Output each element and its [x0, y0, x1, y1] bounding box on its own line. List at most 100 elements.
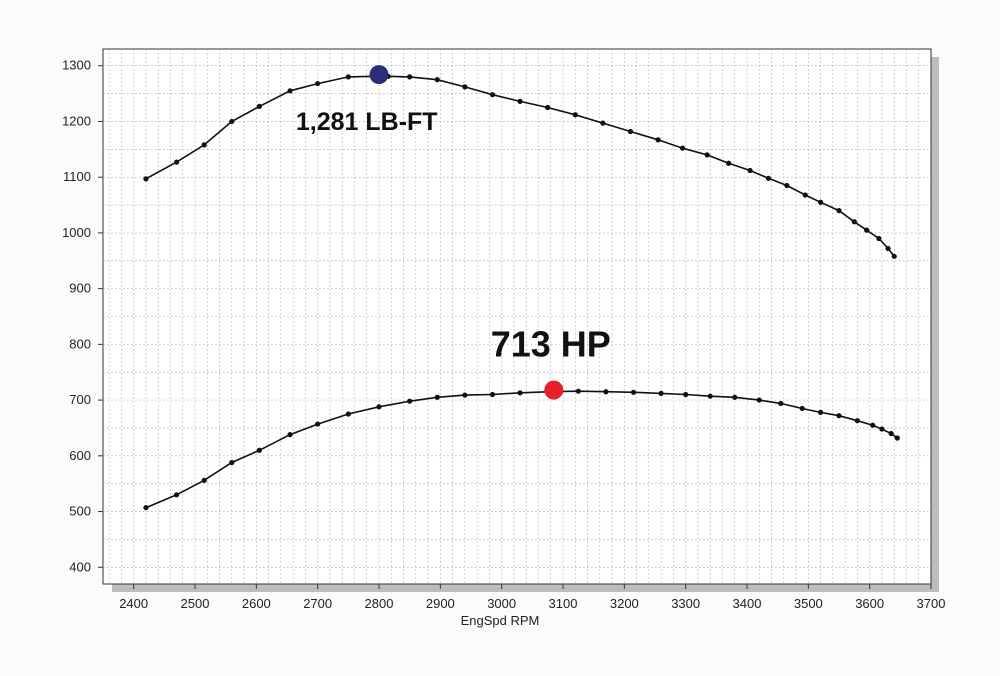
x-tick-label: 3000 — [487, 596, 516, 611]
data-point — [462, 392, 468, 398]
y-tick-label: 600 — [69, 448, 91, 463]
data-point — [517, 98, 523, 104]
data-point — [376, 404, 382, 410]
data-point — [876, 235, 882, 242]
data-point — [229, 118, 235, 125]
data-point — [704, 152, 710, 158]
data-point — [229, 459, 235, 466]
data-point — [600, 120, 606, 126]
x-tick-label: 3500 — [794, 596, 823, 611]
data-point — [655, 137, 661, 143]
peak-marker-2 — [544, 380, 564, 400]
data-point — [870, 422, 876, 428]
data-point — [818, 409, 824, 415]
data-point — [765, 175, 772, 181]
data-point — [575, 388, 581, 394]
data-point — [680, 145, 686, 151]
data-point — [851, 219, 857, 225]
data-point — [489, 391, 496, 398]
data-point — [572, 112, 578, 118]
data-point — [778, 400, 784, 407]
peak-markers — [369, 65, 564, 400]
data-point — [517, 390, 523, 396]
data-point — [174, 492, 180, 498]
data-point — [836, 413, 842, 419]
data-point — [627, 128, 634, 135]
y-tick-label: 700 — [69, 392, 91, 407]
data-point — [854, 418, 861, 424]
data-points — [143, 73, 900, 511]
data-point — [732, 394, 738, 400]
plot-area — [102, 48, 932, 585]
x-tick-label: 2400 — [119, 596, 148, 611]
data-point — [345, 74, 351, 80]
data-point — [726, 160, 732, 166]
data-point — [345, 411, 351, 417]
y-tick-label: 800 — [69, 336, 91, 351]
data-point — [836, 208, 842, 214]
data-point — [201, 477, 207, 483]
x-tick-label: 2500 — [181, 596, 210, 611]
data-point — [256, 103, 262, 110]
data-point — [174, 159, 180, 165]
data-point — [683, 391, 689, 398]
y-tick-label: 900 — [69, 281, 91, 296]
x-tick-label: 2900 — [426, 596, 455, 611]
peak-marker-1 — [369, 65, 389, 85]
x-tick-label: 2700 — [303, 596, 332, 611]
data-point — [434, 77, 440, 83]
data-point — [658, 390, 664, 397]
y-tick-label: 1100 — [63, 169, 91, 184]
data-point — [407, 74, 413, 80]
series-line-1 — [145, 75, 895, 257]
x-tick-label: 3700 — [917, 596, 946, 611]
y-tick-label: 1200 — [62, 113, 91, 128]
data-point — [802, 192, 808, 198]
data-point — [315, 421, 321, 427]
data-point — [143, 505, 149, 511]
x-tick-label: 3400 — [733, 596, 762, 611]
x-tick-label: 3300 — [671, 596, 700, 611]
data-point — [799, 405, 805, 412]
data-point — [434, 394, 440, 400]
series-line-2 — [145, 390, 898, 509]
tick-labels: 2400 2500 2600 2700 2800 2900 3000 3100 3200 3300… — [62, 58, 945, 611]
data-point — [894, 435, 900, 441]
data-point — [201, 142, 207, 148]
data-point — [315, 80, 321, 87]
data-point — [287, 432, 293, 438]
x-tick-label: 2800 — [365, 596, 394, 611]
series-lines — [145, 75, 898, 509]
x-tick-label: 3200 — [610, 596, 639, 611]
data-point — [630, 389, 637, 395]
data-point — [747, 167, 753, 174]
data-point — [545, 104, 551, 111]
data-point — [143, 176, 149, 182]
data-point — [287, 88, 293, 94]
data-point — [888, 430, 894, 437]
y-tick-label: 500 — [69, 504, 91, 519]
data-point — [784, 182, 790, 189]
x-tick-label: 3600 — [855, 596, 884, 611]
data-point — [407, 398, 413, 404]
x-tick-label: 3100 — [549, 596, 578, 611]
annotation-label-2: 713 HP — [491, 324, 611, 365]
annotation-label-1: 1,281 LB-FT — [296, 108, 438, 136]
data-point — [462, 84, 468, 90]
y-tick-label: 400 — [69, 559, 91, 574]
data-point — [603, 389, 609, 395]
x-axis-title: EngSpd RPM — [461, 613, 540, 628]
x-tick-label: 2600 — [242, 596, 271, 611]
y-tick-label: 1000 — [62, 225, 91, 240]
annotations: 1,281 LB-FT 713 HP — [296, 108, 611, 365]
data-point — [256, 447, 262, 453]
y-tick-label: 1300 — [62, 58, 91, 73]
data-point — [489, 92, 496, 98]
grid — [103, 49, 931, 584]
data-point — [818, 199, 824, 205]
data-point — [864, 227, 870, 233]
data-point — [879, 426, 885, 432]
data-point — [707, 393, 713, 399]
